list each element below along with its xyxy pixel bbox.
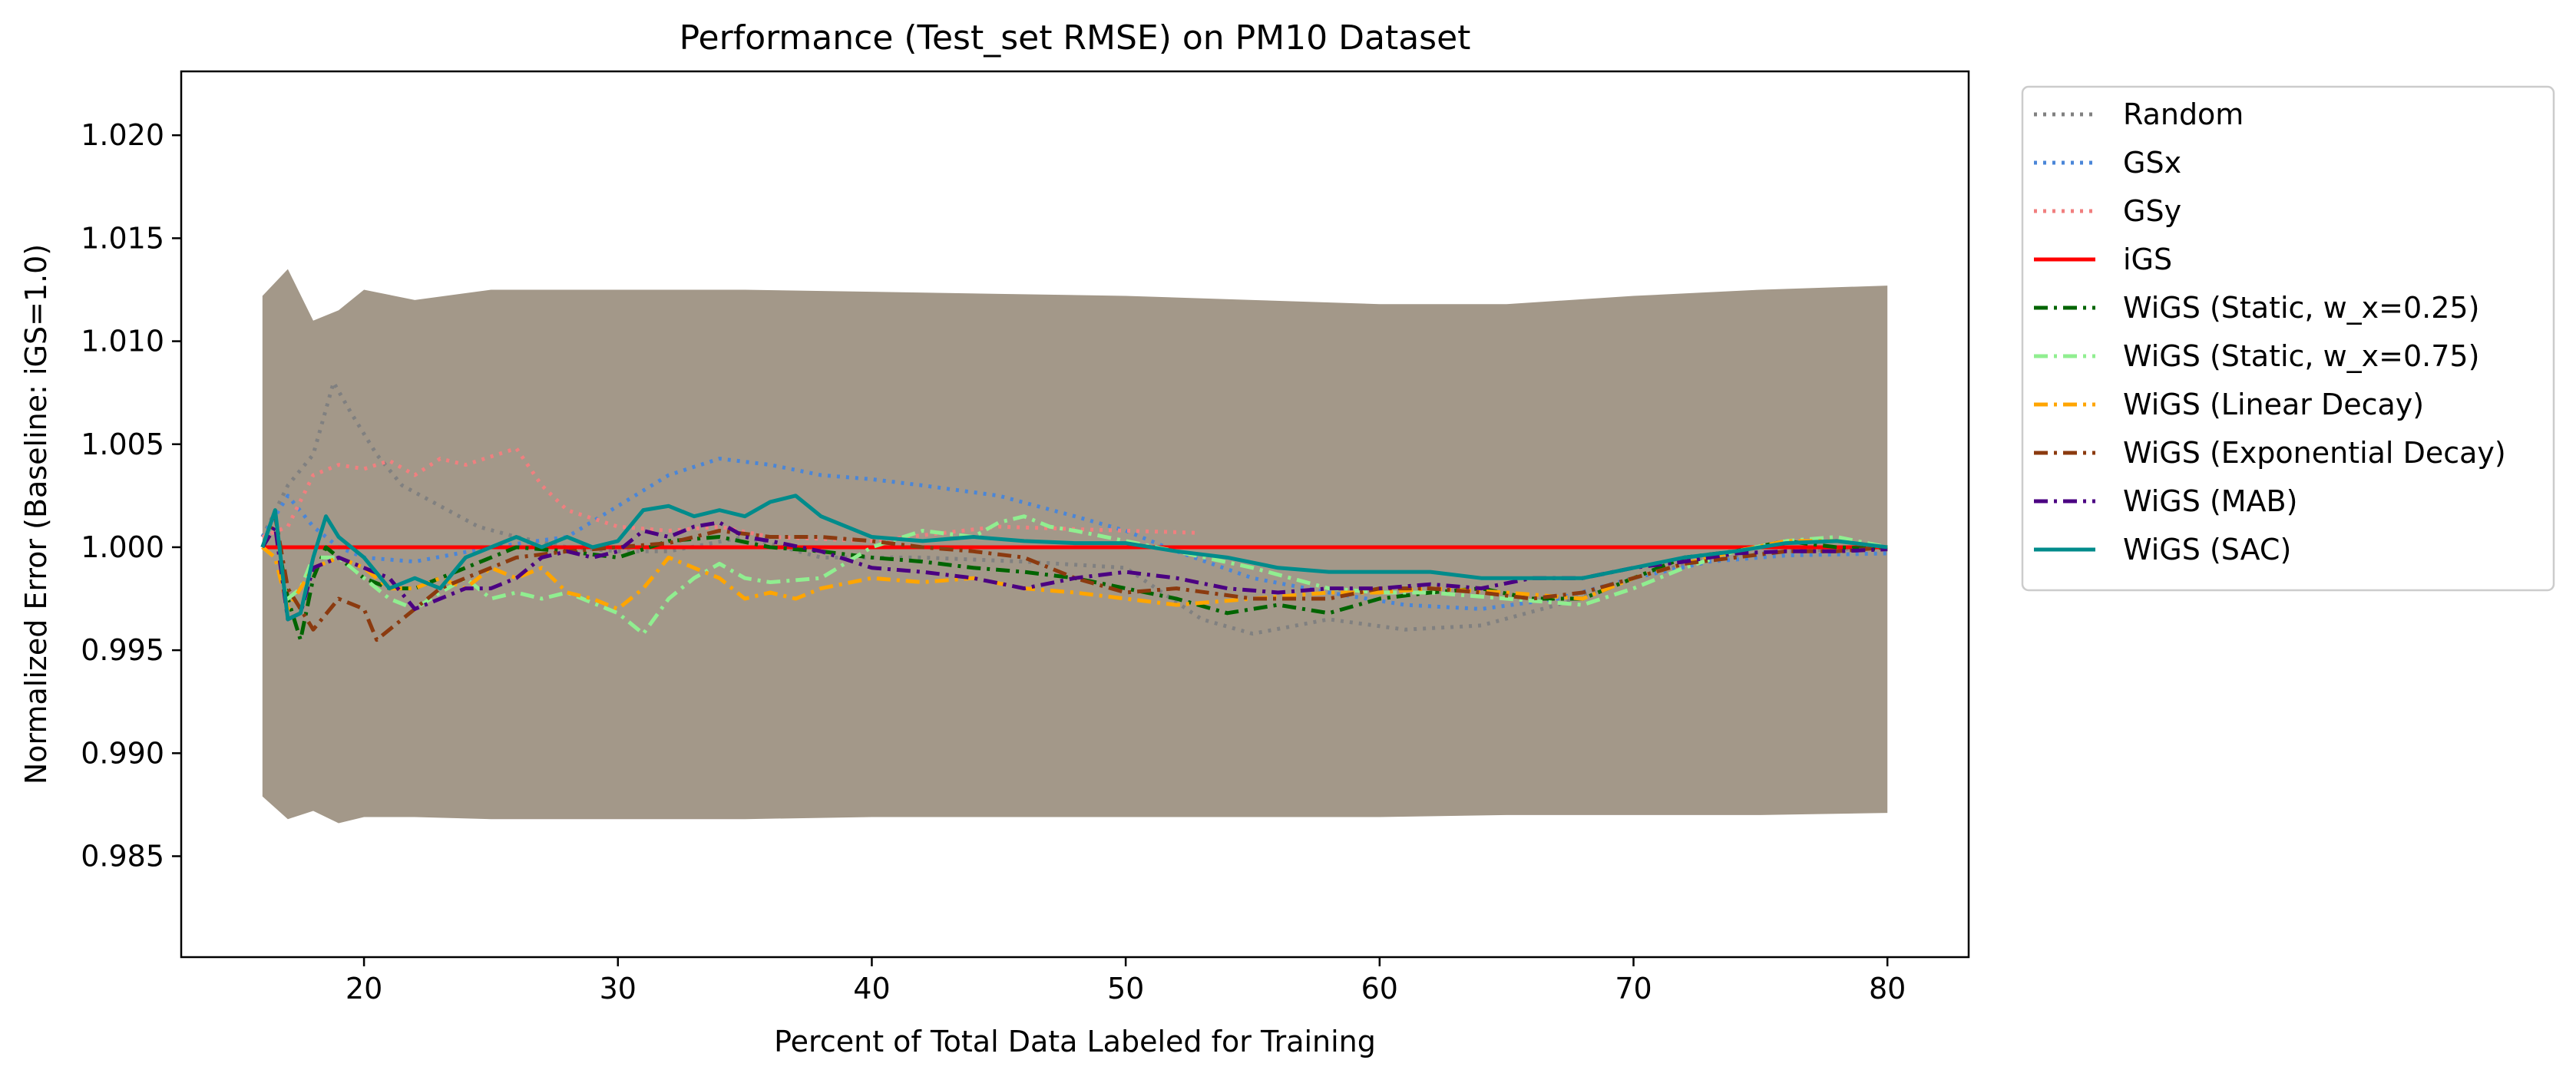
y-tick-label: 0.990 (81, 736, 164, 770)
legend-entry-label: GSy (2123, 194, 2181, 228)
plot-frame (180, 70, 1970, 959)
series-line-gsy (261, 446, 1197, 543)
series-line-wigs-mab (260, 520, 1888, 622)
legend-entry-label: WiGS (MAB) (2123, 484, 2297, 518)
legend-entry-label: WiGS (SAC) (2123, 533, 2291, 566)
legend-entry-label: Random (2123, 97, 2244, 131)
x-axis-label: Percent of Total Data Labeled for Traini… (774, 1025, 1376, 1058)
x-tick-label: 50 (1107, 972, 1144, 1005)
x-tick-label: 40 (853, 972, 890, 1005)
y-tick-label: 0.995 (81, 633, 164, 667)
x-tick-label: 80 (1869, 972, 1906, 1005)
legend-entry-label: WiGS (Static, w_x=0.75) (2123, 339, 2479, 373)
series-line-wigs-static-w-x-0-75 (261, 514, 1888, 636)
legend-entry-label: iGS (2123, 243, 2172, 276)
x-tick-label: 20 (346, 972, 382, 1005)
y-tick-label: 1.015 (81, 221, 164, 255)
series-line-wigs-exponential-decay (260, 514, 1888, 642)
x-tick-label: 30 (600, 972, 637, 1005)
legend-entry-label: GSx (2123, 146, 2181, 180)
y-axis: 0.985 0.990 0.995 1.000 1.005 1.010 1.015 1.020 (81, 118, 181, 873)
y-axis-label: Normalized Error (Baseline: iGS=1.0) (19, 244, 53, 784)
series-line-wigs-sac (260, 494, 1888, 622)
legend-entry-label: WiGS (Static, w_x=0.25) (2123, 291, 2479, 325)
legend: Random GSx GSy iGS WiGS (Static, w_x=0.25) Wi… (2021, 85, 2555, 592)
legend-entry-label: WiGS (Exponential Decay) (2123, 436, 2506, 470)
chart-title: Performance (Test_set RMSE) on PM10 Data… (680, 18, 1471, 58)
y-tick-label: 0.985 (81, 839, 164, 873)
x-axis: 20 30 40 50 60 70 80 (346, 957, 1906, 1005)
y-tick-label: 1.000 (81, 530, 164, 564)
x-tick-label: 70 (1615, 972, 1652, 1005)
series-lines (260, 380, 1888, 642)
y-tick-label: 1.010 (81, 325, 164, 358)
y-tick-label: 1.020 (81, 118, 164, 152)
y-tick-label: 1.005 (81, 428, 164, 461)
legend-frame (2021, 85, 2555, 592)
legend-entry-label: WiGS (Linear Decay) (2123, 388, 2424, 421)
x-tick-label: 60 (1361, 972, 1398, 1005)
